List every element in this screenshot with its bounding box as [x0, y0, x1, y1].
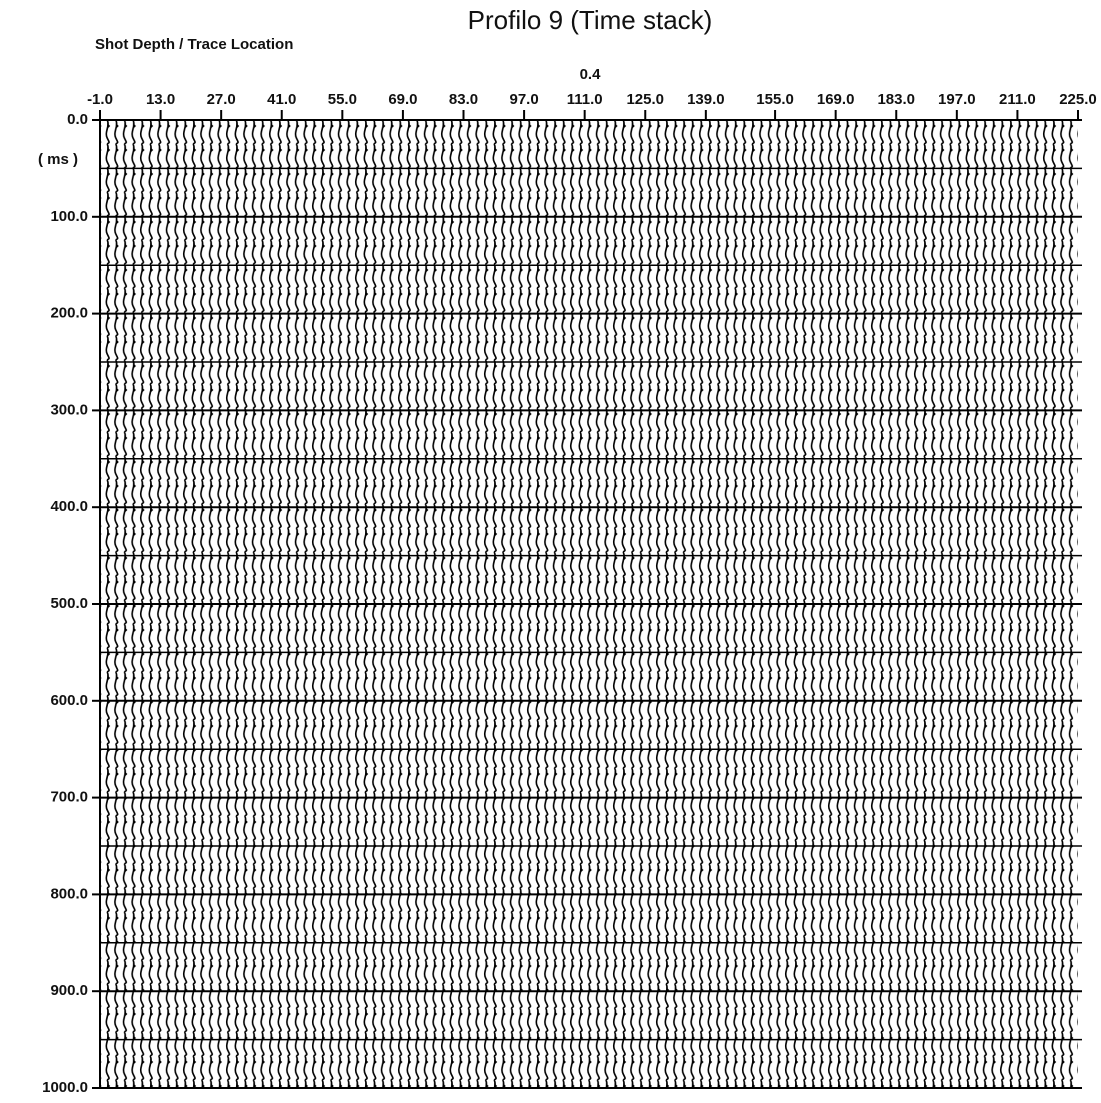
x-tick-label: 13.0 — [146, 91, 175, 108]
x-tick-label: -1.0 — [87, 91, 113, 108]
y-tick-label: 300.0 — [50, 401, 88, 418]
y-tick-label: 1000.0 — [42, 1079, 88, 1096]
x-tick-label: 139.0 — [687, 91, 725, 108]
x-axis-label: Shot Depth / Trace Location — [95, 36, 293, 53]
x-tick-label: 125.0 — [626, 91, 664, 108]
annotation: 0.4 — [580, 66, 602, 83]
x-tick-label: 69.0 — [388, 91, 417, 108]
y-tick-label: 800.0 — [50, 885, 88, 902]
y-tick-label: 500.0 — [50, 595, 88, 612]
y-tick-label: 200.0 — [50, 305, 88, 322]
y-tick-label: 0.0 — [67, 111, 88, 128]
x-tick-label: 225.0 — [1059, 91, 1097, 108]
x-tick-label: 211.0 — [999, 91, 1036, 108]
x-tick-label: 183.0 — [877, 91, 915, 108]
x-tick-label: 55.0 — [328, 91, 357, 108]
x-tick-label: 41.0 — [267, 91, 296, 108]
x-tick-label: 83.0 — [449, 91, 478, 108]
chart-title: Profilo 9 (Time stack) — [468, 5, 713, 35]
x-tick-label: 27.0 — [207, 91, 236, 108]
y-axis-label: ( ms ) — [38, 151, 78, 168]
y-tick-label: 600.0 — [50, 692, 88, 709]
x-tick-label: 155.0 — [756, 91, 794, 108]
y-tick-label: 700.0 — [50, 789, 88, 806]
x-tick-label: 169.0 — [817, 91, 855, 108]
x-tick-label: 197.0 — [938, 91, 976, 108]
y-tick-label: 100.0 — [50, 208, 88, 225]
y-tick-label: 900.0 — [50, 982, 88, 999]
x-tick-label: 97.0 — [509, 91, 538, 108]
y-tick-label: 400.0 — [50, 498, 88, 515]
x-tick-label: 111.0 — [567, 91, 603, 108]
